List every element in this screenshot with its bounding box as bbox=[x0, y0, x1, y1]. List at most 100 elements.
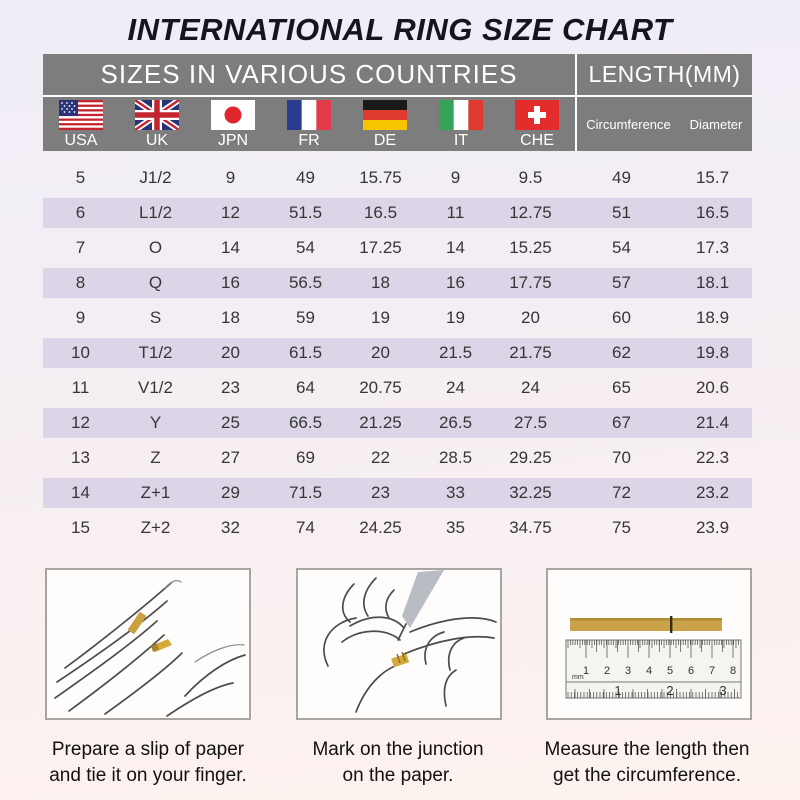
ruler-inch-number: 2 bbox=[666, 683, 673, 698]
table-cell: 24 bbox=[446, 377, 465, 397]
table-cell: 16 bbox=[446, 272, 465, 292]
table-cell: 18 bbox=[371, 272, 390, 292]
ruler-mm-number: 6 bbox=[688, 665, 694, 677]
table-cell: 22.3 bbox=[695, 447, 730, 467]
caption-mark: Mark on the junction on the paper. bbox=[263, 737, 533, 789]
table-cell: 14 bbox=[221, 237, 240, 257]
table-cell: 20 bbox=[371, 342, 390, 362]
table-row: 11 V1/2 23 64 20.75 24 24 65 20.6 bbox=[43, 370, 752, 405]
table-cell: 19 bbox=[371, 307, 390, 327]
table-cell: 27.5 bbox=[513, 412, 548, 432]
uk-flag-icon bbox=[135, 100, 179, 130]
table-cell: 17.25 bbox=[359, 237, 402, 257]
header-divider-vertical bbox=[575, 54, 577, 151]
table-cell: 11 bbox=[446, 202, 465, 222]
table-cell: 25 bbox=[221, 412, 240, 432]
table-row: 9 S 18 59 19 19 20 60 18.9 bbox=[43, 300, 752, 335]
table-cell: 21.75 bbox=[509, 342, 552, 362]
flag-label: FR bbox=[298, 132, 320, 149]
table-cell: 32 bbox=[221, 517, 240, 537]
table-cell: Z bbox=[150, 447, 161, 467]
flag-label: JPN bbox=[217, 132, 249, 149]
caption-line: on the paper. bbox=[342, 765, 454, 786]
header-sizes-title: SIZES IN VARIOUS COUNTRIES bbox=[100, 59, 518, 89]
table-cell: 71.5 bbox=[288, 482, 323, 502]
flag-label: UK bbox=[145, 132, 169, 149]
table-cell: 10 bbox=[71, 342, 90, 362]
table-cell: 27 bbox=[221, 447, 240, 467]
column-header-fr: FR bbox=[271, 97, 347, 151]
column-header-che: CHE bbox=[499, 97, 575, 151]
instruction-box-prepare bbox=[45, 568, 251, 720]
ruler-mm-number: 3 bbox=[625, 665, 631, 677]
france-flag-icon bbox=[287, 100, 331, 130]
table-cell: 20 bbox=[221, 342, 240, 362]
table-row: 6 L1/2 12 51.5 16.5 11 12.75 51 16.5 bbox=[43, 195, 752, 230]
caption-prepare: Prepare a slip of paper and tie it on yo… bbox=[13, 737, 283, 789]
table-cell: 12 bbox=[221, 202, 240, 222]
table-cell: 11 bbox=[71, 377, 90, 397]
table-cell: 18 bbox=[221, 307, 240, 327]
table-cell: 56.5 bbox=[288, 272, 323, 292]
table-cell: 62 bbox=[612, 342, 631, 362]
table-cell: 18.9 bbox=[695, 307, 730, 327]
table-row: 14 Z+1 29 71.5 23 33 32.25 72 23.2 bbox=[43, 475, 752, 510]
table-cell: 15.7 bbox=[695, 167, 730, 187]
table-cell: 29.25 bbox=[509, 447, 552, 467]
ruler-inch-number: 1 bbox=[614, 683, 621, 698]
table-row: 5 J1/2 9 49 15.75 9 9.5 49 15.7 bbox=[43, 160, 752, 195]
flag-label: DE bbox=[373, 132, 397, 149]
table-cell: 66.5 bbox=[288, 412, 323, 432]
ruler-mm-number: 2 bbox=[604, 665, 610, 677]
table-cell: 23 bbox=[371, 482, 390, 502]
table-cell: Z+2 bbox=[140, 517, 171, 537]
table-cell: 18.1 bbox=[695, 272, 730, 292]
table-cell: 70 bbox=[612, 447, 631, 467]
table-row: 7 O 14 54 17.25 14 15.25 54 17.3 bbox=[43, 230, 752, 265]
table-cell: 9 bbox=[450, 167, 461, 187]
table-cell: 22 bbox=[371, 447, 390, 467]
table-cell: 8 bbox=[75, 272, 86, 292]
table-cell: 54 bbox=[296, 237, 315, 257]
paper-strip bbox=[570, 618, 722, 631]
ruler-unit-label: mm bbox=[572, 674, 584, 681]
table-cell: 14 bbox=[71, 482, 90, 502]
table-cell: 61.5 bbox=[288, 342, 323, 362]
table-cell: S bbox=[149, 307, 162, 327]
table-cell: 54 bbox=[612, 237, 631, 257]
table-cell: 57 bbox=[612, 272, 631, 292]
table-cell: Z+1 bbox=[140, 482, 171, 502]
hand-with-paper-strip-illustration bbox=[54, 580, 246, 717]
instruction-box-mark bbox=[296, 568, 502, 720]
table-cell: 72 bbox=[612, 482, 631, 502]
table-cell: 9 bbox=[75, 307, 86, 327]
table-cell: 7 bbox=[75, 237, 86, 257]
germany-flag-icon bbox=[363, 100, 407, 130]
table-cell: 23 bbox=[221, 377, 240, 397]
table-cell: 16.5 bbox=[363, 202, 398, 222]
table-cell: 17.75 bbox=[509, 272, 552, 292]
table-cell: 12 bbox=[71, 412, 90, 432]
ruler-mm-number: 4 bbox=[646, 665, 652, 677]
table-cell: 19 bbox=[446, 307, 465, 327]
table-cell: 51.5 bbox=[288, 202, 323, 222]
ruler-mm-number: 7 bbox=[709, 665, 715, 677]
table-header: SIZES IN VARIOUS COUNTRIES LENGTH(MM) bbox=[43, 54, 752, 151]
caption-measure: Measure the length then get the circumfe… bbox=[512, 737, 782, 789]
table-row: 8 Q 16 56.5 18 16 17.75 57 18.1 bbox=[43, 265, 752, 300]
header-length-title: LENGTH(MM) bbox=[588, 61, 741, 87]
table-cell: 20.6 bbox=[695, 377, 730, 397]
caption-line: Mark on the junction bbox=[312, 739, 484, 760]
table-cell: 32.25 bbox=[509, 482, 552, 502]
usa-flag-icon bbox=[59, 100, 103, 130]
table-cell: 12.75 bbox=[509, 202, 552, 222]
table-cell: 60 bbox=[612, 307, 631, 327]
italy-flag-icon bbox=[439, 100, 483, 130]
column-header-diameter: Diameter bbox=[689, 116, 743, 132]
table-cell: 24.25 bbox=[359, 517, 402, 537]
table-cell: 15.75 bbox=[359, 167, 402, 187]
table-cell: 9.5 bbox=[518, 167, 543, 187]
size-table-rows: 5 J1/2 9 49 15.75 9 9.5 49 15.7 6 L1/2 12 51.5 16.5 11… bbox=[43, 160, 752, 545]
